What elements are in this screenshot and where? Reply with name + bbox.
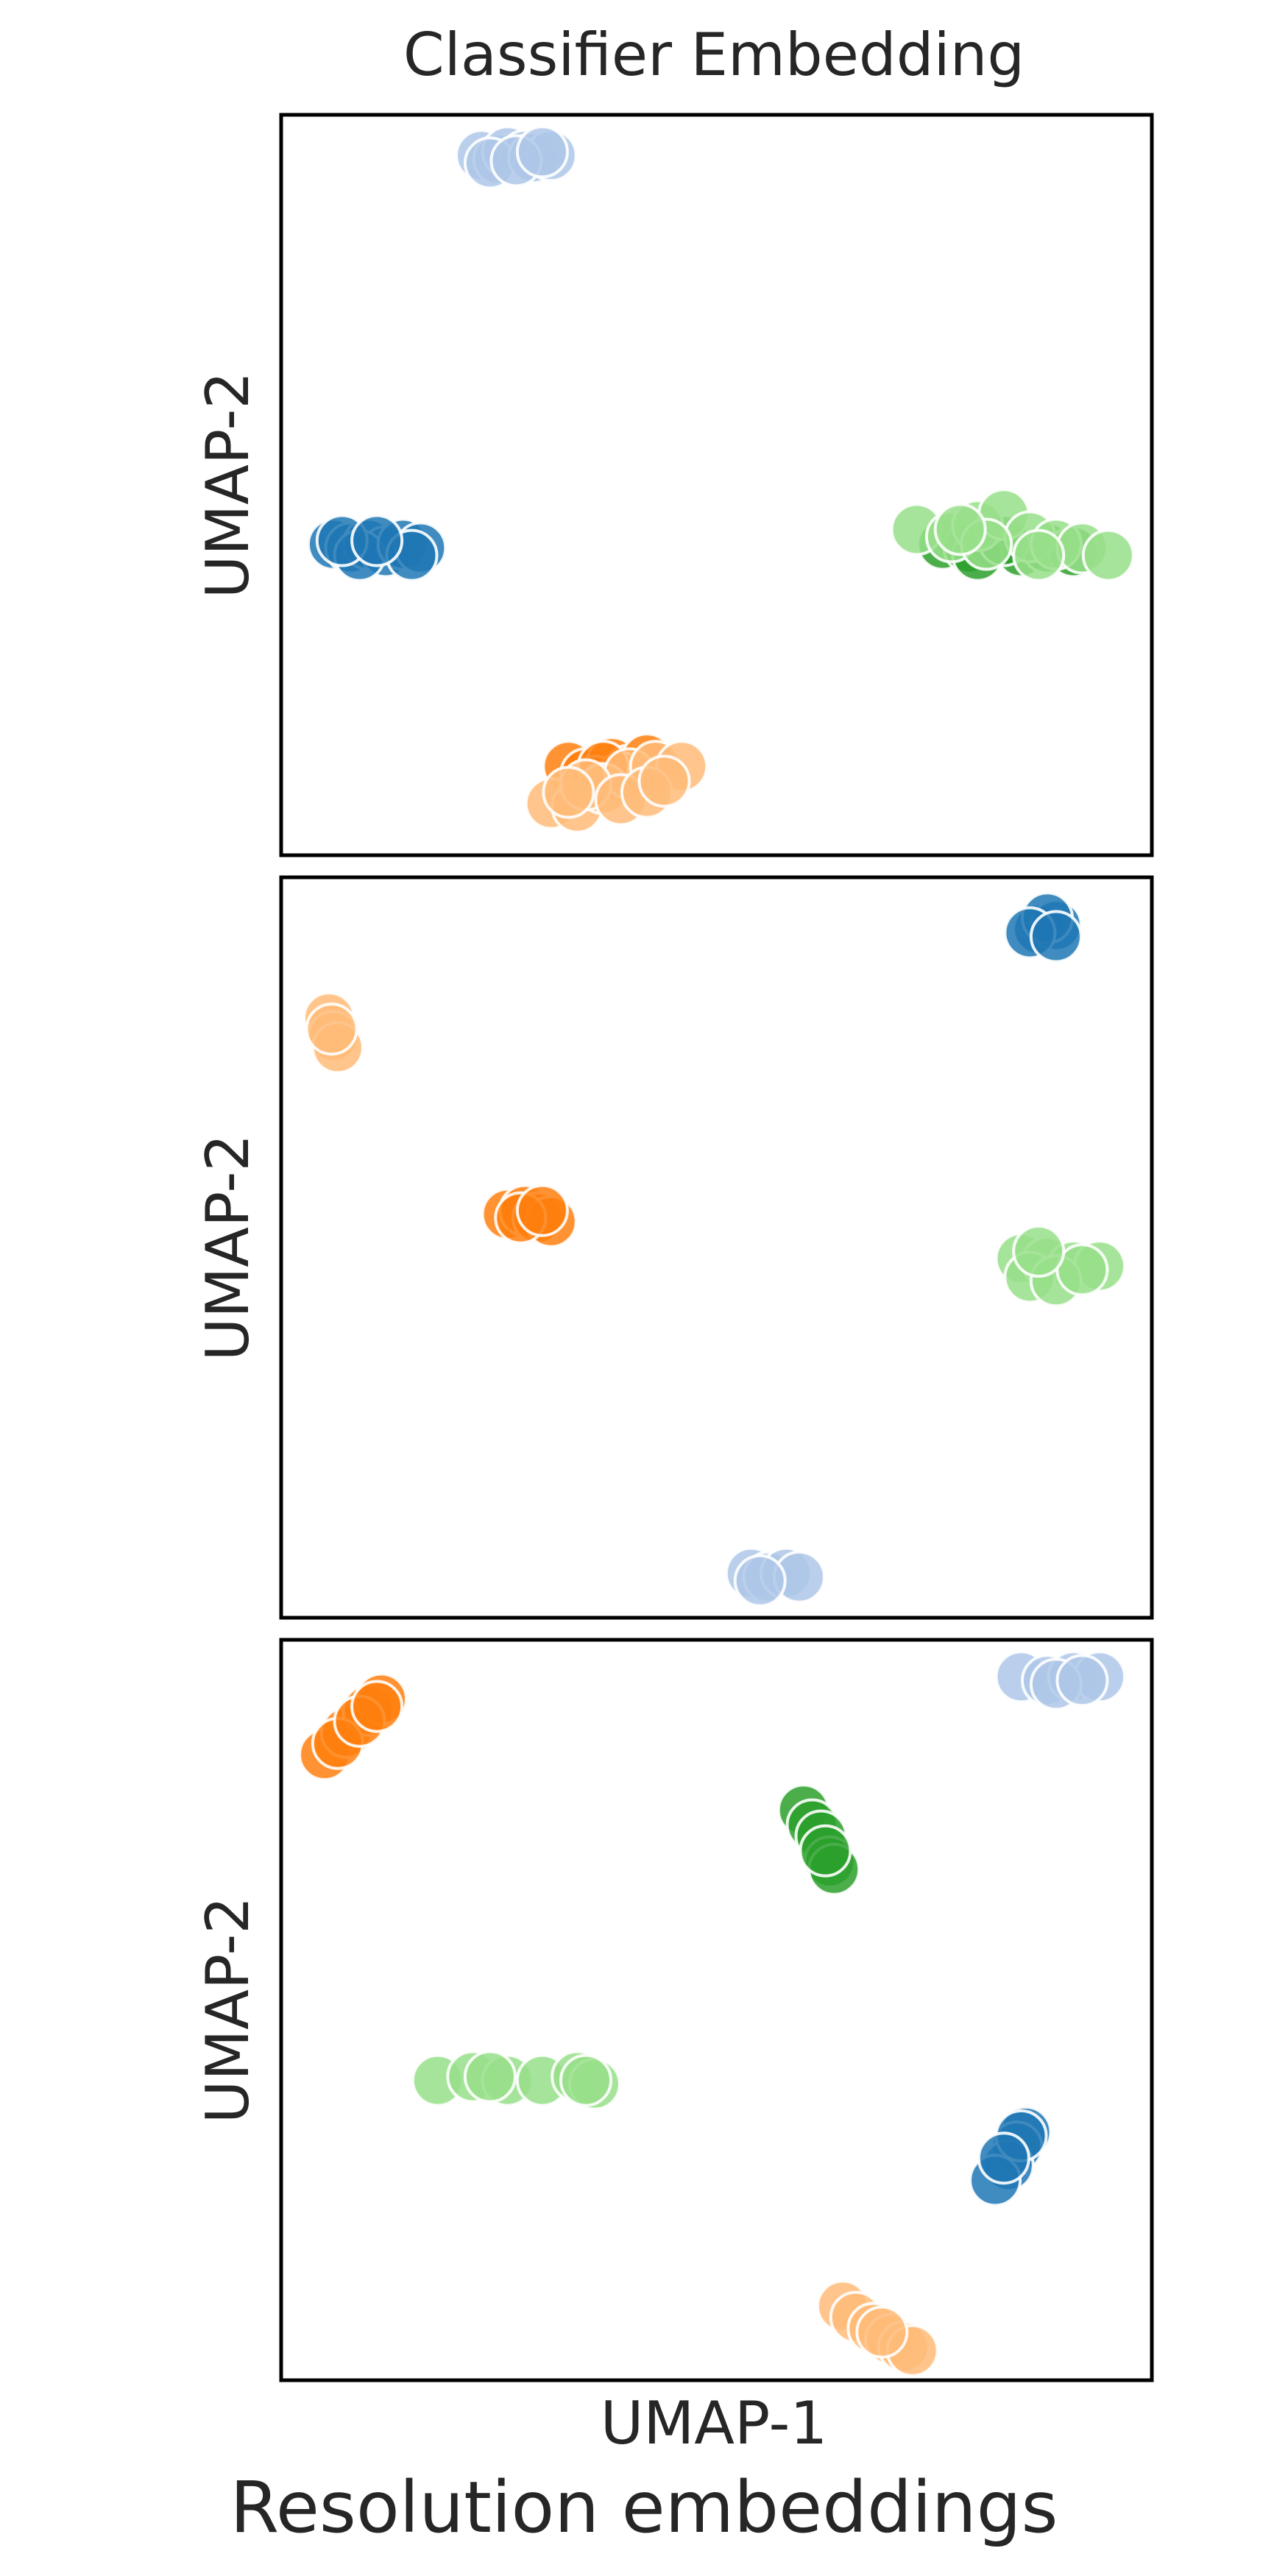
data-point <box>305 1002 358 1056</box>
data-point <box>1029 910 1083 963</box>
data-point <box>977 2131 1030 2185</box>
scatter-panel-2: UMAP-2 <box>194 875 1154 1620</box>
data-point <box>733 1554 787 1607</box>
data-point <box>350 1680 404 1733</box>
data-point <box>350 514 404 567</box>
points-layer <box>307 125 1135 834</box>
data-point <box>637 754 691 808</box>
data-point <box>542 765 595 819</box>
scatter-panel-3: UMAP-2 <box>194 1638 1154 2382</box>
data-point <box>1012 1225 1066 1278</box>
y-axis-label: UMAP-2 <box>194 372 262 599</box>
scatter-panel-1: UMAP-2 <box>194 113 1154 857</box>
data-point <box>1012 528 1066 582</box>
data-point <box>933 503 987 556</box>
data-point <box>1055 1654 1109 1708</box>
y-axis-label: UMAP-2 <box>194 1134 262 1362</box>
data-point <box>799 1824 852 1878</box>
points-layer <box>298 1650 1126 2377</box>
figure-title: Classifier Embedding <box>403 21 1025 89</box>
data-point <box>855 2305 909 2359</box>
data-point <box>463 2050 517 2103</box>
data-point <box>515 125 569 179</box>
y-axis-label: UMAP-2 <box>194 1897 262 2124</box>
plot-frame <box>279 875 1154 1620</box>
points-layer <box>302 891 1126 1607</box>
data-point <box>1081 528 1135 582</box>
plot-frame <box>279 113 1154 857</box>
x-axis-label: UMAP-1 <box>601 2389 828 2458</box>
data-point <box>515 1183 569 1237</box>
plot-frame <box>279 1638 1154 2382</box>
figure-footer: Resolution embeddings <box>230 2466 1058 2549</box>
data-point <box>559 2053 612 2107</box>
